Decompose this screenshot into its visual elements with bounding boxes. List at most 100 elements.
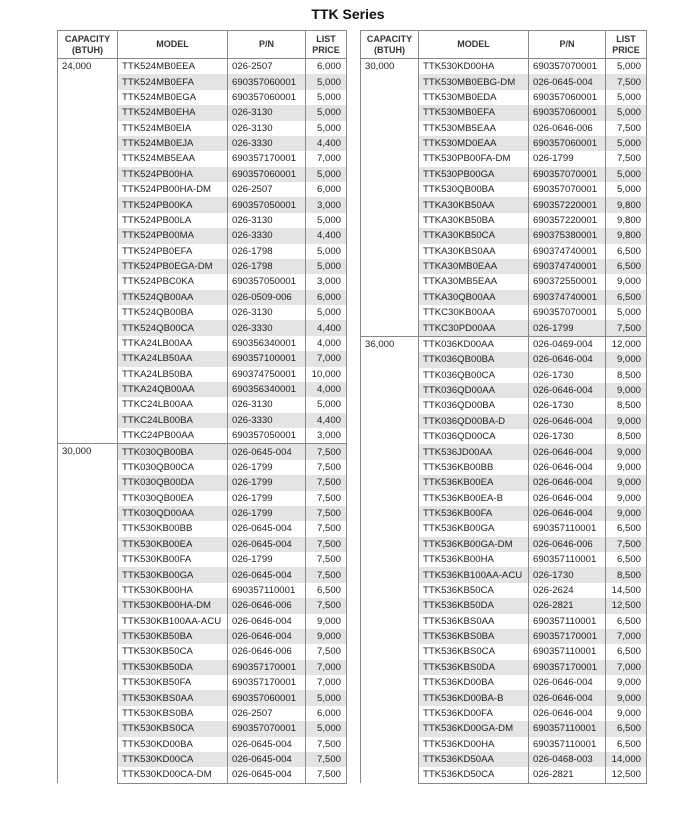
price-cell: 7,500 xyxy=(605,536,647,552)
pn-cell: 690357070001 xyxy=(227,721,306,737)
price-table-left: CAPACITY (BTUH) MODEL P/N LIST PRICE 24,00… xyxy=(57,30,347,784)
price-cell: 6,500 xyxy=(605,258,647,275)
model-cell: TTKA30MB5EAA xyxy=(418,274,529,290)
pn-cell: 690374740001 xyxy=(528,243,606,259)
model-cell: TTK536KBS0CA xyxy=(418,644,529,660)
model-cell: TTK036QD00AA xyxy=(418,382,529,399)
model-cell: TTK524PB00KA xyxy=(117,197,228,213)
model-cell: TTK036QB00BA xyxy=(418,352,529,368)
price-cell: 3,000 xyxy=(305,274,347,290)
table-row: TTKA30KBS0AA 690374740001 6,500 xyxy=(361,243,647,259)
model-cell: TTK524PB00HA xyxy=(117,166,228,182)
price-cell: 9,000 xyxy=(605,690,647,706)
model-cell: TTK530KB50CA xyxy=(117,644,228,660)
capacity-cell: 36,000 xyxy=(360,335,419,784)
pn-cell: 026-0645-004 xyxy=(227,736,306,752)
pn-cell: 026-0645-004 xyxy=(227,536,306,552)
pn-cell: 026-1799 xyxy=(528,151,606,167)
pn-cell: 690372550001 xyxy=(528,274,606,290)
table-header: CAPACITY (BTUH) MODEL P/N LIST PRICE xyxy=(57,30,347,59)
table-row: TTK536KB00BB 026-0646-004 9,000 xyxy=(361,459,647,476)
price-cell: 7,500 xyxy=(305,443,347,460)
model-cell: TTK536KD00GA-DM xyxy=(418,721,529,737)
model-cell: TTK530KBS0AA xyxy=(117,690,228,706)
price-cell: 7,000 xyxy=(305,675,347,691)
price-cell: 5,000 xyxy=(605,89,647,106)
header-price: LIST PRICE xyxy=(305,30,347,59)
table-row: 36,000 TTK036KD00AA 026-0469-004 12,000 xyxy=(360,335,647,784)
table-row: TTK524PB00LA 026-3130 5,000 xyxy=(58,212,347,229)
price-cell: 6,000 xyxy=(305,182,347,198)
table-row: TTK524MB5EAA 690357170001 7,000 xyxy=(58,151,347,167)
price-cell: 9,800 xyxy=(605,197,647,213)
price-cell: 7,500 xyxy=(305,567,347,583)
price-cell: 5,000 xyxy=(305,166,347,182)
table-row: TTK536KB00EA-B 026-0646-004 9,000 xyxy=(361,490,647,506)
pn-cell: 690357050001 xyxy=(227,428,306,444)
price-cell: 7,500 xyxy=(305,505,347,522)
pn-cell: 026-1730 xyxy=(528,567,606,583)
pn-cell: 690357070001 xyxy=(528,166,606,182)
pn-cell: 026-1799 xyxy=(227,505,306,522)
pn-cell: 690357170001 xyxy=(528,628,606,645)
table-row: TTKA30KB50CA 690375380001 9,800 xyxy=(361,228,647,244)
pn-cell: 026-0646-004 xyxy=(528,675,606,691)
pn-cell: 026-0646-004 xyxy=(528,382,606,399)
pn-cell: 026-1799 xyxy=(227,490,306,506)
price-cell: 5,000 xyxy=(605,105,647,121)
pn-cell: 690357170001 xyxy=(227,659,306,675)
price-cell: 5,000 xyxy=(305,397,347,413)
pn-cell: 690356340001 xyxy=(227,381,306,398)
table-row: TTK530KD00BA 026-0645-004 7,500 xyxy=(58,736,347,752)
table-row: TTK536KB00GA-DM 026-0646-006 7,500 xyxy=(361,536,647,552)
model-cell: TTKA30QB00AA xyxy=(418,289,529,305)
pn-cell: 690357220001 xyxy=(528,212,606,229)
table-row: TTKC30PD00AA 026-1799 7,500 xyxy=(361,320,647,337)
table-row: 30,000 TTK030QB00BA 026-0645-004 7,500 xyxy=(57,443,347,784)
pn-cell: 026-0645-004 xyxy=(227,443,306,460)
price-cell: 8,500 xyxy=(605,398,647,414)
pn-cell: 026-3330 xyxy=(227,228,306,244)
price-cell: 7,500 xyxy=(305,552,347,568)
model-cell: TTK530MB5EAA xyxy=(418,120,529,136)
header-pn: P/N xyxy=(528,30,606,59)
model-cell: TTK530KB50DA xyxy=(117,659,228,675)
model-cell: TTK530MB0EBG-DM xyxy=(418,74,529,90)
model-cell: TTK530MB0EFA xyxy=(418,105,529,121)
price-cell: 7,500 xyxy=(305,644,347,660)
pn-cell: 690357050001 xyxy=(227,274,306,290)
pn-cell: 026-0645-004 xyxy=(227,751,306,768)
model-cell: TTK524MB0EIA xyxy=(117,120,228,136)
pn-cell: 026-1798 xyxy=(227,243,306,259)
pn-cell: 026-1799 xyxy=(227,459,306,476)
table-row: TTK036QB00BA 026-0646-004 9,000 xyxy=(361,352,647,368)
price-cell: 14,000 xyxy=(605,751,647,768)
price-cell: 7,500 xyxy=(305,459,347,476)
pn-cell: 690357060001 xyxy=(227,89,306,106)
table-row: TTK524MB0EGA 690357060001 5,000 xyxy=(58,89,347,106)
model-cell: TTK030QB00DA xyxy=(117,475,228,491)
model-cell: TTK536KBS0BA xyxy=(418,628,529,645)
price-cell: 6,000 xyxy=(305,58,347,75)
table-row: TTK530MB0EFA 690357060001 5,000 xyxy=(361,105,647,121)
price-cell: 5,000 xyxy=(305,89,347,106)
price-cell: 8,500 xyxy=(605,567,647,583)
pn-cell: 026-0646-004 xyxy=(528,505,606,522)
table-row: TTK536KB00FA 026-0646-004 9,000 xyxy=(361,505,647,522)
pn-cell: 026-0645-004 xyxy=(227,767,306,784)
model-cell: TTK524MB0EGA xyxy=(117,89,228,106)
table-row: TTK524MB0EIA 026-3130 5,000 xyxy=(58,120,347,136)
price-cell: 6,500 xyxy=(605,721,647,737)
table-row: TTK524PB00MA 026-3330 4,400 xyxy=(58,228,347,244)
table-row: TTK524PB0EFA 026-1798 5,000 xyxy=(58,243,347,259)
model-cell: TTK536KB100AA-ACU xyxy=(418,567,529,583)
model-cell: TTK036KD00AA xyxy=(418,335,529,353)
pn-cell: 026-0646-004 xyxy=(528,413,606,429)
model-cell: TTKA24QB00AA xyxy=(117,381,228,398)
price-cell: 9,000 xyxy=(605,459,647,476)
table-row: TTK530MB0EDA 690357060001 5,000 xyxy=(361,89,647,106)
model-cell: TTK530QB00BA xyxy=(418,182,529,198)
capacity-cell: 24,000 xyxy=(57,57,118,444)
model-cell: TTK036QD00BA xyxy=(418,398,529,414)
pn-cell: 026-3330 xyxy=(227,320,306,336)
